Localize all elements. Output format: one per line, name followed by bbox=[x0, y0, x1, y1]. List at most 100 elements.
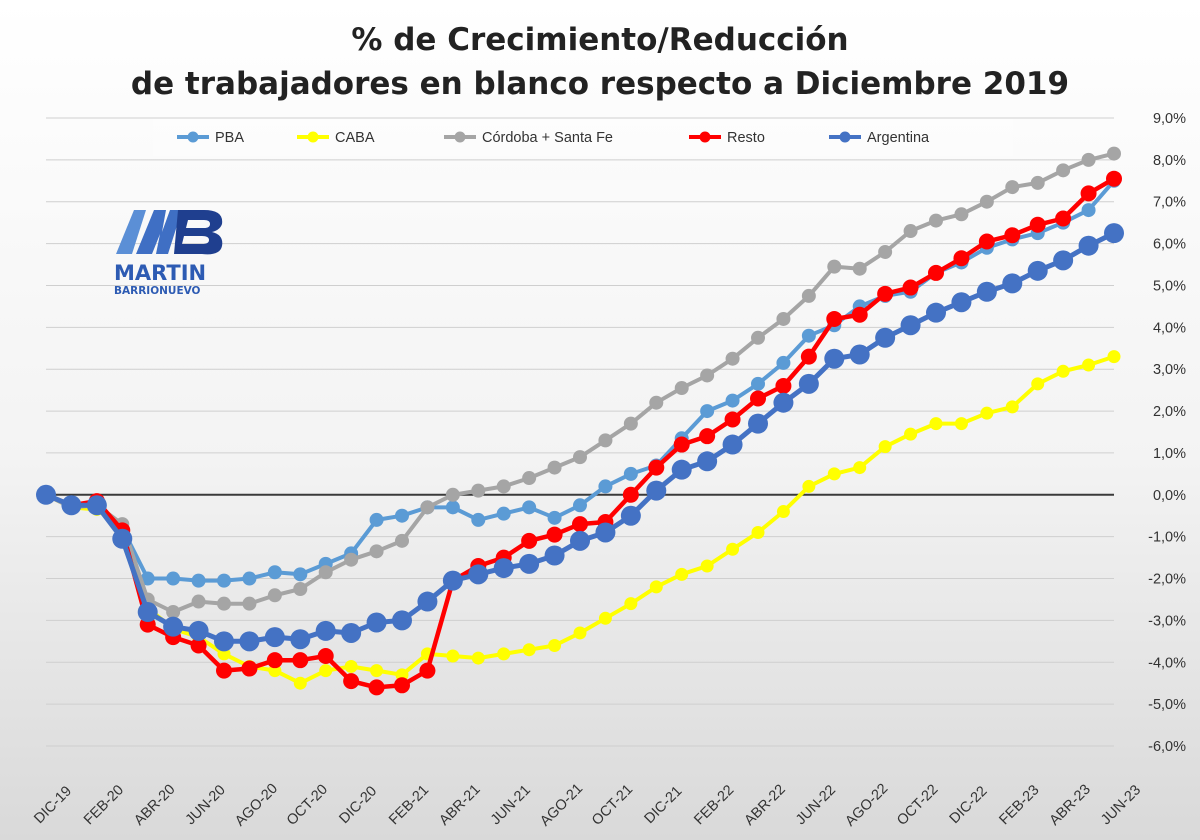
y-tick-label: -5,0% bbox=[1148, 697, 1186, 713]
data-point bbox=[290, 629, 311, 650]
data-point bbox=[471, 483, 486, 498]
data-point bbox=[1107, 146, 1121, 161]
data-point bbox=[724, 411, 741, 428]
data-point bbox=[1053, 250, 1074, 271]
legend-item: CABA bbox=[297, 130, 375, 146]
x-tick-label: AGO-21 bbox=[537, 781, 586, 830]
legend-item: Resto bbox=[689, 130, 765, 146]
data-point bbox=[522, 643, 536, 657]
data-point bbox=[471, 651, 485, 665]
data-point bbox=[926, 302, 946, 323]
data-point bbox=[776, 505, 790, 519]
data-point bbox=[191, 594, 206, 609]
data-point bbox=[699, 428, 716, 445]
x-tick-label: ABR-21 bbox=[436, 782, 483, 829]
y-tick-label: 2,0% bbox=[1153, 404, 1186, 420]
legend-label: Argentina bbox=[867, 130, 930, 146]
data-point bbox=[166, 605, 181, 620]
data-point bbox=[878, 244, 893, 259]
data-point bbox=[217, 573, 231, 588]
legend-swatch-marker bbox=[307, 131, 319, 143]
data-point bbox=[61, 495, 82, 516]
x-tick-label: FEB-20 bbox=[81, 782, 127, 828]
data-point bbox=[264, 627, 285, 648]
data-point bbox=[979, 194, 994, 209]
legend-item: Argentina bbox=[829, 130, 930, 146]
data-point bbox=[1107, 350, 1121, 364]
data-point bbox=[369, 512, 384, 527]
data-point bbox=[978, 233, 995, 250]
y-tick-label: -4,0% bbox=[1148, 655, 1186, 671]
data-point bbox=[343, 673, 360, 690]
data-point bbox=[395, 533, 409, 548]
data-point bbox=[980, 406, 994, 420]
data-point bbox=[824, 348, 845, 369]
data-point bbox=[544, 545, 565, 566]
data-point bbox=[1005, 180, 1020, 195]
data-point bbox=[112, 528, 133, 549]
data-point bbox=[267, 588, 282, 603]
data-point bbox=[954, 207, 969, 222]
data-point bbox=[394, 677, 410, 694]
data-point bbox=[598, 479, 613, 494]
x-tick-label: ABR-23 bbox=[1047, 782, 1094, 829]
data-point bbox=[751, 525, 765, 539]
data-point bbox=[163, 616, 184, 637]
data-point bbox=[166, 571, 181, 586]
data-point bbox=[1030, 175, 1045, 190]
x-tick-label: ABR-20 bbox=[131, 782, 178, 829]
y-tick-label: 7,0% bbox=[1153, 195, 1186, 211]
data-point bbox=[875, 327, 896, 348]
data-point bbox=[137, 602, 158, 623]
data-point bbox=[951, 292, 972, 313]
data-point bbox=[1106, 170, 1122, 187]
data-point bbox=[522, 500, 537, 515]
data-point bbox=[266, 652, 283, 669]
data-point bbox=[725, 351, 740, 366]
data-point bbox=[750, 390, 766, 407]
data-point bbox=[572, 516, 588, 533]
data-point bbox=[368, 679, 385, 696]
data-point bbox=[496, 479, 511, 494]
data-point bbox=[1081, 152, 1096, 167]
data-point bbox=[1031, 377, 1045, 391]
data-point bbox=[775, 377, 792, 394]
data-point bbox=[190, 637, 207, 654]
data-point bbox=[700, 559, 714, 573]
data-point bbox=[573, 450, 587, 465]
data-point bbox=[802, 479, 816, 493]
data-point bbox=[241, 660, 258, 677]
data-point bbox=[417, 591, 438, 612]
data-point bbox=[1055, 210, 1072, 227]
data-point bbox=[216, 662, 232, 679]
x-tick-label: OCT-21 bbox=[589, 782, 636, 829]
data-point bbox=[214, 631, 234, 652]
data-point bbox=[36, 484, 56, 505]
data-point bbox=[798, 373, 819, 394]
gridlines bbox=[46, 117, 1114, 747]
data-point bbox=[370, 664, 384, 678]
data-point bbox=[801, 328, 816, 343]
data-point bbox=[140, 571, 155, 586]
data-point bbox=[646, 480, 667, 501]
chart-subtitle: de trabajadores en blanco respecto a Dic… bbox=[130, 66, 1070, 102]
x-tick-label: DIC-21 bbox=[642, 783, 686, 827]
logo-surname-text: BARRIONUEVO bbox=[114, 285, 201, 297]
data-point bbox=[419, 662, 436, 679]
data-point bbox=[242, 571, 257, 586]
data-point bbox=[293, 582, 308, 596]
data-point bbox=[649, 580, 663, 594]
data-point bbox=[674, 381, 689, 396]
data-point bbox=[929, 417, 943, 431]
data-point bbox=[623, 416, 638, 431]
y-tick-label: 5,0% bbox=[1153, 278, 1186, 294]
legend-swatch-marker bbox=[454, 131, 466, 143]
x-tick-label: FEB-23 bbox=[996, 782, 1042, 828]
legend-item: Córdoba + Santa Fe bbox=[444, 130, 613, 146]
data-point bbox=[623, 466, 638, 481]
data-point bbox=[827, 259, 842, 274]
y-tick-label: -2,0% bbox=[1148, 572, 1186, 588]
data-point bbox=[239, 631, 260, 652]
data-point bbox=[700, 368, 715, 383]
data-point bbox=[366, 612, 387, 633]
